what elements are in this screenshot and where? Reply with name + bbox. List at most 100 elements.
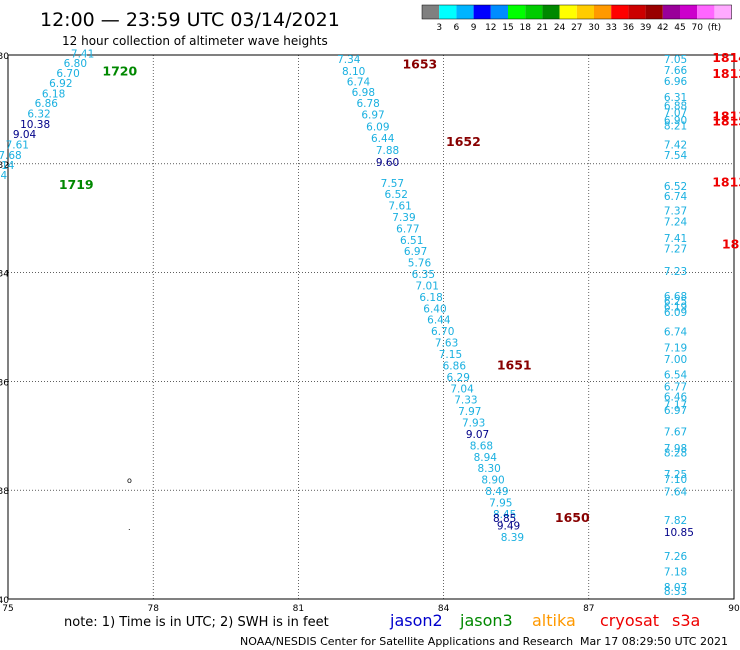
legend-swatch <box>456 5 474 19</box>
satellite-name: altika <box>532 611 576 630</box>
y-tick-label: -38 <box>0 487 9 497</box>
swh-value-label: 6.32 <box>27 109 50 121</box>
swh-value-label: 8.28 <box>664 447 687 459</box>
wave-height-marks: 7.416.806.706.926.186.866.3210.389.047.6… <box>0 49 740 598</box>
swh-value-label: 7.67 <box>664 426 687 438</box>
swh-value-label: 6.54 <box>664 370 688 382</box>
legend-swatch <box>714 5 732 19</box>
swh-value-label: 8.30 <box>477 463 500 475</box>
swh-value-label: 6.25 <box>664 296 687 308</box>
swh-value-label: 6.09 <box>366 122 389 134</box>
swh-value-label: 6.46 <box>664 391 688 403</box>
legend-swatch <box>508 5 526 19</box>
swh-value-label: 6.68 <box>664 291 687 303</box>
x-tick-label: 81 <box>293 604 304 614</box>
swh-value-label: 6.78 <box>356 98 379 110</box>
swh-value-label: 8.21 <box>664 121 687 133</box>
swh-value-label: 6.97 <box>361 110 384 122</box>
pass-time-label: 1719 <box>59 177 94 192</box>
footer-note: note: 1) Time is in UTC; 2) SWH is in fe… <box>64 615 329 630</box>
swh-value-label: 6.18 <box>419 292 442 304</box>
swh-value-label: 7.97 <box>458 406 481 418</box>
legend-label: 18 <box>519 23 531 33</box>
swh-value-label: 8.33 <box>664 586 687 598</box>
swh-value-label: 7.33 <box>454 395 477 407</box>
legend-swatch <box>680 5 698 19</box>
swh-value-label: 6.74 <box>664 327 688 339</box>
swh-value-label: 7.27 <box>664 243 687 255</box>
legend-label: 70 <box>691 23 703 33</box>
legend-label: (ft) <box>708 23 722 33</box>
pass-time-label: 1813 <box>712 175 740 190</box>
swh-value-label: 7.25 <box>664 469 687 481</box>
legend-swatch <box>628 5 646 19</box>
satellite-name: cryosat <box>600 611 659 630</box>
x-tick-label: 90 <box>728 604 740 614</box>
swh-value-label: 6.29 <box>447 372 470 384</box>
pass-time-label: 1813 <box>712 108 740 123</box>
swh-value-label: 7.34 <box>337 54 361 66</box>
legend-swatch <box>422 5 440 19</box>
swh-value-label: 6.88 <box>664 100 687 112</box>
pass-time-label: 1653 <box>402 57 437 72</box>
legend-label: 21 <box>537 23 548 33</box>
color-legend: 3 6 9 12 15 18 21 24 27 30 33 36 39 42 45 70 (ft) <box>421 4 732 33</box>
pass-time-label: 1813 <box>712 114 740 129</box>
swh-value-label: 7.26 <box>664 551 688 563</box>
swh-value-label: 7.66 <box>664 65 688 77</box>
swh-value-label: 8.07 <box>664 582 687 594</box>
legend-swatch <box>662 5 680 19</box>
swh-value-label: 8.45 <box>493 509 516 521</box>
legend-label: 30 <box>588 23 600 33</box>
legend-swatch <box>439 5 457 19</box>
pass-time-label: 1720 <box>102 64 137 79</box>
footer-credit: NOAA/NESDIS Center for Satellite Applica… <box>240 635 573 648</box>
swh-value-label: 7.01 <box>416 280 439 292</box>
swh-value-label: 6.96 <box>664 76 688 88</box>
legend-swatch <box>594 5 612 19</box>
satellite-legend: jason2 jason3 altika cryosat s3a <box>389 611 700 630</box>
swh-value-label: 8.68 <box>470 440 493 452</box>
legend-swatch <box>697 5 715 19</box>
swh-value-label: 7.41 <box>71 49 94 61</box>
swh-value-label: 6.90 <box>664 115 687 127</box>
legend-label: 9 <box>471 23 477 33</box>
pass-time-label: 1814 <box>712 50 740 65</box>
legend-label: 36 <box>623 23 635 33</box>
swh-value-label: 6.86 <box>35 98 59 110</box>
swh-value-label: 7.54 <box>664 150 688 162</box>
swh-value-label: 7.07 <box>664 107 687 119</box>
swh-value-label: 7.64 <box>664 487 688 499</box>
pass-time-label: 1813 <box>722 237 740 252</box>
pass-time-label: 1652 <box>446 134 481 149</box>
swh-value-label: 10.85 <box>664 527 694 539</box>
legend-swatch <box>576 5 594 19</box>
satellite-name: s3a <box>672 611 700 630</box>
legend-swatch <box>490 5 508 19</box>
swh-value-label: 6.98 <box>352 87 375 99</box>
swh-value-label: 7.95 <box>489 498 512 510</box>
swh-value-label: 7.98 <box>664 443 687 455</box>
swh-value-label: 5.76 <box>408 258 432 270</box>
swh-value-label: 8.10 <box>342 66 365 78</box>
swh-value-label: 7.18 <box>664 567 687 579</box>
legend-label: 27 <box>571 23 582 33</box>
x-tick-label: 78 <box>147 604 159 614</box>
legend-label: 15 <box>502 23 513 33</box>
swh-value-label: 8.94 <box>474 452 498 464</box>
island-dot: . <box>128 523 131 532</box>
legend-label: 39 <box>640 23 652 33</box>
swh-value-label: 7.04 <box>450 383 474 395</box>
swh-value-label: 6.18 <box>42 88 65 100</box>
legend-border <box>421 4 732 20</box>
swh-value-label: 6.35 <box>412 269 435 281</box>
swh-value-label: 7.61 <box>388 200 411 212</box>
swh-value-label: 7.82 <box>664 515 687 527</box>
swh-value-label: 7.61 <box>6 140 29 152</box>
swh-value-label: 7.14 <box>0 160 15 172</box>
swh-value-label: 6.92 <box>49 78 72 90</box>
swh-value-label: 7.57 <box>381 178 404 190</box>
swh-value-label: 7.68 <box>0 150 22 162</box>
y-tick-label: -34 <box>0 270 9 280</box>
